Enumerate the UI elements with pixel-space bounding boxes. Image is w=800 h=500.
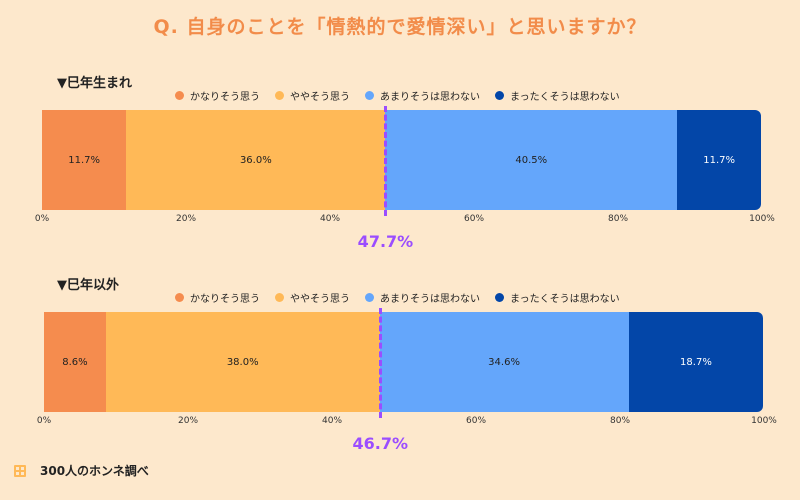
legend-dot-icon [365,91,374,100]
bar-segment: 34.6% [379,312,629,412]
data-label: 34.6% [488,356,520,368]
bar-segment: 8.6% [44,312,106,412]
bar-segment: 40.5% [385,110,678,210]
x-tick-label: 100% [751,416,777,426]
bar-segment: 36.0% [126,110,386,210]
legend-dot-icon [365,293,374,302]
legend-item: ややそう思う [275,88,350,103]
legend-item: かなりそう思う [175,290,260,305]
stacked-bar: 11.7% 36.0% 40.5% 11.7% [42,110,762,210]
panel-snake-year: ▼巳年生まれ かなりそう思う ややそう思う あまりそうは思わない まったくそうは… [0,72,800,272]
legend-dot-icon [495,91,504,100]
legend-label: あまりそうは思わない [380,92,480,103]
legend-dot-icon [275,91,284,100]
legend-label: あまりそうは思わない [380,294,480,305]
data-label: 36.0% [239,154,272,166]
legend-label: かなりそう思う [190,92,260,103]
x-tick-label: 0% [36,416,52,426]
footer: 300人のホンネ調べ [14,462,149,479]
legend-item: あまりそうは思わない [365,88,480,103]
data-label: 11.7% [68,154,100,166]
stacked-bar: 8.6% 38.0% 34.6% 18.7% [44,312,764,412]
x-tick-label: 60% [463,214,485,224]
legend-item: ややそう思う [275,290,350,305]
legend: かなりそう思う ややそう思う あまりそうは思わない まったくそうは思わない [175,88,635,103]
legend-dot-icon [175,293,184,302]
legend: かなりそう思う ややそう思う あまりそうは思わない まったくそうは思わない [175,290,635,305]
x-tick-label: 100% [749,214,775,224]
x-tick-label: 80% [609,416,631,426]
x-tick-label: 60% [465,416,487,426]
legend-label: まったくそうは思わない [510,92,620,103]
x-tick-label: 0% [34,214,50,224]
x-tick-label: 40% [321,416,343,426]
x-tick-label: 40% [319,214,341,224]
x-axis: 0% 20% 40% 60% 80% 100% [35,214,775,228]
legend-label: まったくそうは思わない [510,294,620,305]
bar-segment: 11.7% [42,110,127,210]
bar-segment: 18.7% [628,312,764,412]
data-label: 18.7% [680,356,712,368]
marker-label: 46.7% [352,434,408,453]
legend-dot-icon [275,293,284,302]
data-label: 11.7% [703,154,736,166]
bar-segment: 38.0% [105,312,380,412]
data-label: 8.6% [62,356,88,368]
data-label: 40.5% [515,154,548,166]
legend-label: かなりそう思う [190,294,260,305]
bar-segment: 11.7% [677,110,762,210]
threshold-marker [384,106,388,216]
panel-label: ▼巳年以外 [57,278,119,293]
panel-other-years: ▼巳年以外 かなりそう思う ややそう思う あまりそうは思わない まったくそうは思… [0,274,800,474]
legend-item: あまりそうは思わない [365,290,480,305]
x-tick-label: 20% [177,416,199,426]
survey-icon [14,464,26,477]
legend-item: まったくそうは思わない [495,290,620,305]
legend-item: まったくそうは思わない [495,88,620,103]
x-axis: 0% 20% 40% 60% 80% 100% [37,416,777,430]
footer-label: 300人のホンネ調べ [40,464,149,478]
legend-label: ややそう思う [290,294,350,305]
legend-dot-icon [495,293,504,302]
data-label: 38.0% [226,356,259,368]
legend-item: かなりそう思う [175,88,260,103]
marker-label: 47.7% [357,232,414,251]
chart-title: Q. 自身のことを「情熱的で愛情深い」と思いますか？ [153,16,647,38]
legend-label: ややそう思う [290,92,350,103]
x-tick-label: 20% [175,214,197,224]
x-tick-label: 80% [607,214,629,224]
legend-dot-icon [175,91,184,100]
panel-label: ▼巳年生まれ [57,76,132,91]
threshold-marker [379,308,383,418]
